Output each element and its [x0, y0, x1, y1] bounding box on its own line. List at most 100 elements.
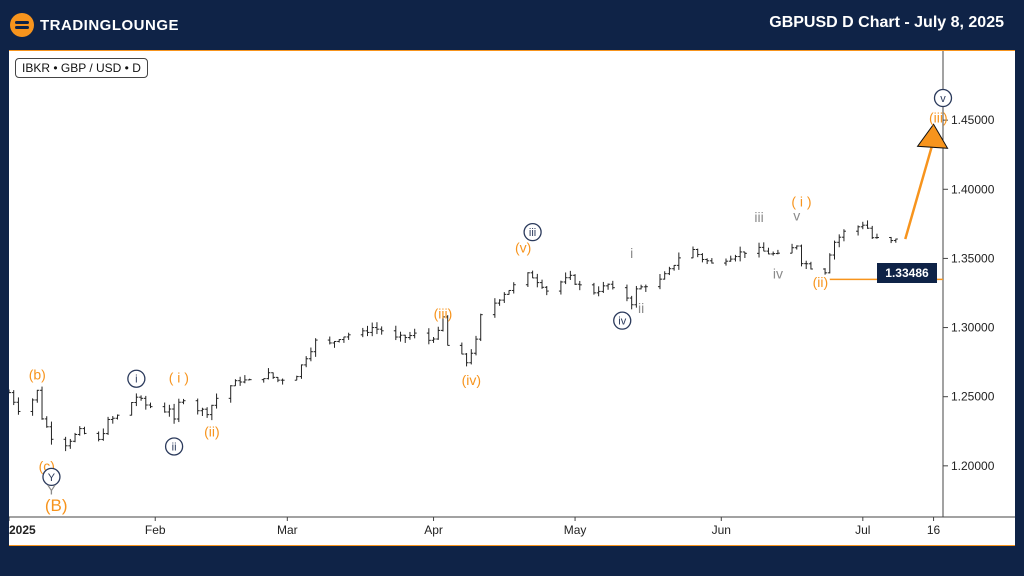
x-tick-label: May — [564, 523, 587, 537]
price-level-tag: 1.33486 — [877, 263, 937, 283]
wave-label-circle — [613, 311, 632, 330]
price-bar — [337, 339, 342, 343]
projection-arrow-line — [904, 139, 935, 240]
wave-label: iii — [754, 209, 763, 225]
price-bar — [535, 273, 540, 288]
wave-label: Y — [47, 481, 57, 497]
price-bar — [242, 375, 247, 384]
price-bar — [634, 285, 639, 308]
price-bar — [573, 274, 578, 285]
price-bar — [445, 315, 450, 346]
price-bar — [497, 299, 502, 306]
price-bar — [172, 403, 177, 424]
price-bar — [790, 243, 795, 254]
price-bar — [271, 372, 276, 379]
price-bar — [162, 402, 167, 413]
price-bar — [73, 432, 78, 443]
wave-label: (iii) — [434, 306, 453, 322]
price-bar — [469, 349, 474, 365]
price-bar — [110, 416, 115, 424]
price-bar — [837, 234, 842, 248]
price-bar — [794, 245, 799, 250]
wave-label: iv — [618, 316, 626, 328]
price-bar — [195, 398, 200, 415]
price-bar — [365, 325, 370, 337]
chart-title: GBPUSD D Chart - July 8, 2025 — [769, 14, 1004, 31]
chart-area[interactable]: 1.20000 1.25000 1.30000 1.35000 1.40000 1.450… — [9, 50, 1015, 546]
price-bar — [370, 322, 375, 337]
price-bar — [771, 251, 776, 256]
price-bar — [733, 254, 738, 262]
wave-label: v — [793, 208, 800, 224]
price-bar — [233, 379, 238, 387]
price-bar — [134, 393, 139, 407]
price-bar — [16, 397, 21, 415]
price-bar — [238, 376, 243, 386]
price-bar — [360, 327, 365, 338]
price-bar — [129, 402, 134, 416]
price-bar — [827, 253, 832, 274]
price-bar — [558, 280, 563, 295]
price-bar — [676, 252, 681, 270]
price-bar — [639, 284, 644, 290]
wave-label: (ii) — [204, 423, 220, 439]
price-bar — [478, 313, 483, 342]
price-bar — [294, 375, 299, 381]
x-tick-label: Apr — [424, 523, 443, 537]
price-bar — [374, 322, 379, 335]
price-bar — [775, 249, 780, 255]
price-bar — [624, 284, 629, 302]
price-bar — [808, 261, 813, 270]
price-bar — [407, 331, 412, 340]
header-bar: TRADINGLOUNGE GBPUSD D Chart - July 8, 2… — [0, 0, 1024, 50]
price-bar — [304, 356, 309, 368]
symbol-badge[interactable]: IBKR • GBP / USD • D — [15, 58, 148, 78]
price-bar — [77, 426, 82, 436]
price-bar — [412, 328, 417, 339]
price-bar — [860, 221, 865, 230]
price-bar — [440, 315, 445, 332]
price-bar — [205, 407, 210, 418]
projection-arrow-head — [916, 123, 949, 149]
price-bar — [68, 438, 73, 449]
wave-label-circle — [933, 88, 953, 108]
wave-label: v — [940, 93, 946, 105]
price-bar — [766, 247, 771, 255]
brand-name: TRADINGLOUNGE — [40, 16, 179, 34]
price-bar — [591, 282, 596, 295]
price-bar — [492, 298, 497, 318]
price-bar — [804, 260, 809, 269]
price-bar — [738, 246, 743, 262]
price-bar — [49, 421, 54, 445]
price-bar — [299, 364, 304, 379]
price-bar — [200, 407, 205, 417]
x-tick-label: Jul — [855, 523, 870, 537]
price-bar — [742, 251, 747, 259]
price-chart[interactable]: 1.20000 1.25000 1.30000 1.35000 1.40000 1.450… — [9, 51, 1015, 545]
y-tick-label: 1.30000 — [951, 321, 995, 335]
price-bar — [662, 271, 667, 280]
price-bar — [865, 220, 870, 229]
price-bar — [459, 342, 464, 355]
price-bar — [115, 414, 120, 420]
price-bar — [176, 398, 181, 423]
price-bar — [563, 272, 568, 285]
wave-label: i — [630, 245, 633, 261]
price-bar — [341, 336, 346, 343]
price-bar — [596, 286, 601, 297]
y-tick-label: 1.40000 — [951, 182, 995, 196]
price-bar — [280, 378, 285, 385]
brand-logo-icon — [10, 13, 34, 37]
price-bar — [398, 331, 403, 342]
price-bar — [313, 338, 318, 357]
price-bar — [629, 295, 634, 310]
price-bar — [667, 266, 672, 276]
price-bar — [601, 281, 606, 293]
price-bar — [672, 264, 677, 271]
price-bar — [214, 393, 219, 409]
price-bar — [540, 279, 545, 289]
wave-label: (iv) — [462, 372, 481, 388]
y-tick-label: 1.20000 — [951, 459, 995, 473]
y-tick-label: 1.45000 — [951, 113, 995, 127]
price-bar — [724, 258, 729, 266]
